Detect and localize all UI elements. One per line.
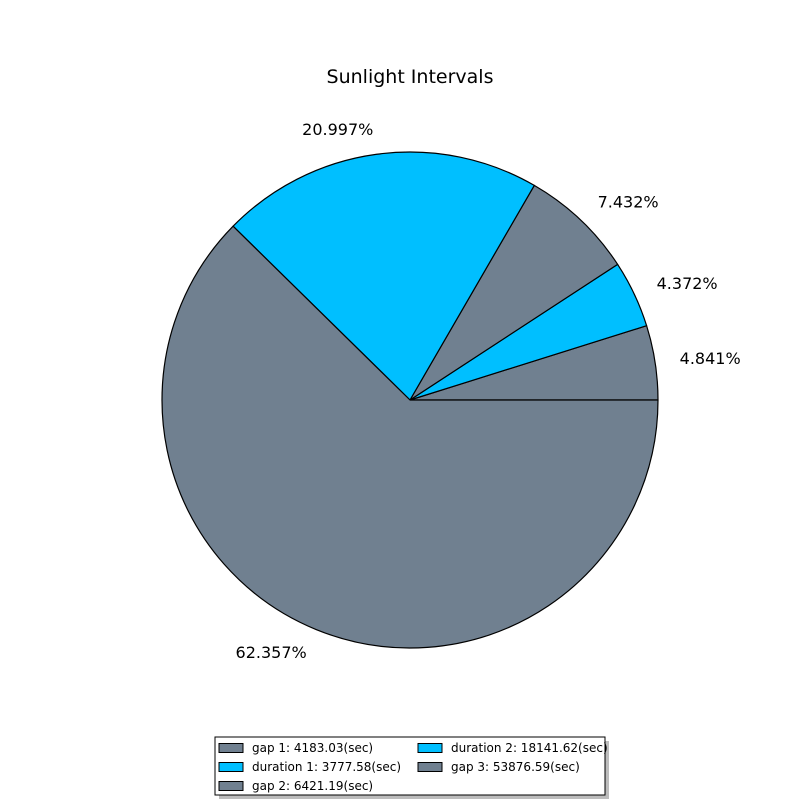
pie-slice-5 — [161, 225, 659, 649]
percent-label-5: 62.357% — [236, 643, 307, 662]
chart-title: Sunlight Intervals — [327, 66, 494, 88]
legend-label-5: gap 3: 53876.59(sec) — [451, 760, 580, 774]
legend-swatch-4 — [417, 743, 443, 753]
legend-label-2: duration 1: 3777.58(sec) — [252, 760, 401, 774]
legend-box — [214, 736, 606, 796]
legend-label-1: gap 1: 4183.03(sec) — [252, 741, 373, 755]
percent-label-2: 4.372% — [657, 274, 718, 293]
legend-swatch-5 — [417, 762, 443, 772]
legend-label-3: gap 2: 6421.19(sec) — [252, 779, 373, 793]
pie-slice-4 — [232, 151, 535, 401]
pie-slices — [161, 151, 659, 649]
pie-slice-3 — [409, 184, 619, 401]
legend-swatch-2 — [218, 762, 244, 772]
legend-swatch-3 — [218, 781, 244, 791]
legend-label-4: duration 2: 18141.62(sec) — [451, 741, 608, 755]
percent-label-3: 7.432% — [598, 192, 659, 211]
percent-label-1: 4.841% — [680, 349, 741, 368]
percent-label-4: 20.997% — [302, 120, 373, 139]
legend-items: gap 1: 4183.03(sec) duration 1: 3777.58(s… — [218, 741, 608, 793]
legend-swatch-1 — [218, 743, 244, 753]
legend: gap 1: 4183.03(sec) duration 1: 3777.58(s… — [214, 736, 609, 799]
percent-labels: 4.841% 4.372% 7.432% 20.997% 62.357% — [236, 120, 741, 662]
